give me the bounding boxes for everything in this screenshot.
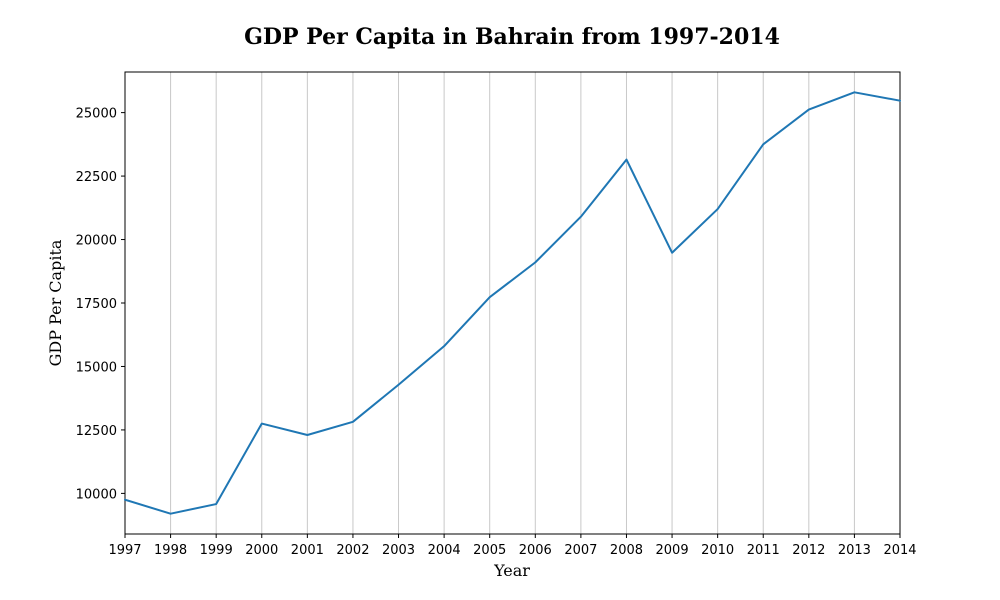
y-axis: 10000 12500 15000 17500 20000 22500 25000: [76, 107, 125, 502]
y-tick-label-10000: 10000: [76, 487, 117, 502]
data-point-2005: [487, 295, 492, 300]
data-point-2000: [259, 421, 264, 426]
grid: [170, 72, 855, 534]
x-tick-label-2005: 2005: [473, 543, 506, 558]
data-point-2002: [350, 419, 355, 424]
data-point-1997: [123, 497, 128, 502]
x-axis-label: Year: [493, 561, 530, 580]
series-layer: [123, 90, 903, 516]
data-point-2001: [305, 433, 310, 438]
data-point-2013: [852, 90, 857, 95]
data-point-2004: [442, 344, 447, 349]
x-tick-label-2006: 2006: [519, 543, 552, 558]
data-point-2011: [761, 142, 766, 147]
x-tick-label-2014: 2014: [883, 543, 916, 558]
data-point-1998: [168, 511, 173, 516]
x-tick-label-2012: 2012: [792, 543, 825, 558]
x-tick-label-2013: 2013: [838, 543, 871, 558]
data-point-2008: [624, 157, 629, 162]
y-axis-label: GDP Per Capita: [46, 239, 65, 366]
x-tick-label-1998: 1998: [154, 543, 187, 558]
chart-title: GDP Per Capita in Bahrain from 1997-2014: [244, 24, 780, 50]
plot-area: [124, 71, 901, 535]
data-point-2012: [806, 107, 811, 112]
data-point-2010: [715, 207, 720, 212]
x-tick-label-2003: 2003: [382, 543, 415, 558]
y-tick-label-22500: 22500: [76, 170, 117, 185]
data-point-1999: [214, 502, 219, 507]
data-point-2003: [396, 382, 401, 387]
x-tick-label-2009: 2009: [656, 543, 689, 558]
x-tick-label-2004: 2004: [428, 543, 461, 558]
x-tick-label-2008: 2008: [610, 543, 643, 558]
y-tick-label-17500: 17500: [76, 297, 117, 312]
x-axis: 1997 1998 1999 2000 2001 2002 2003 2004 2005 2006…: [108, 534, 917, 558]
x-tick-label-1999: 1999: [200, 543, 233, 558]
x-tick-label-2000: 2000: [245, 543, 278, 558]
x-tick-label-2002: 2002: [336, 543, 369, 558]
data-point-2009: [670, 250, 675, 255]
data-point-2014: [898, 98, 903, 103]
y-tick-label-25000: 25000: [76, 107, 117, 122]
x-tick-label-2007: 2007: [564, 543, 597, 558]
y-tick-label-20000: 20000: [76, 234, 117, 249]
x-tick-label-1997: 1997: [108, 543, 141, 558]
data-point-2006: [533, 260, 538, 265]
series-line-0: [124, 91, 901, 515]
data-point-2007: [578, 214, 583, 219]
y-tick-label-12500: 12500: [76, 424, 117, 439]
y-tick-label-15000: 15000: [76, 360, 117, 375]
x-tick-label-2011: 2011: [747, 543, 780, 558]
x-tick-label-2001: 2001: [291, 543, 324, 558]
x-tick-label-2010: 2010: [701, 543, 734, 558]
